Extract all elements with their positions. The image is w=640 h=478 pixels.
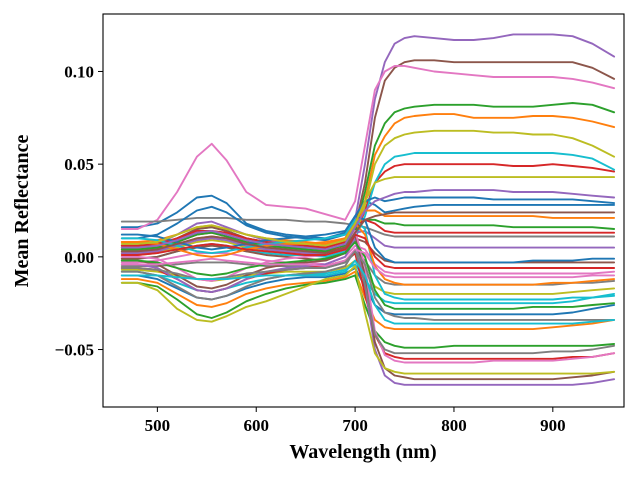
x-tick-label: 900 [540,416,566,435]
series-line-40 [120,259,616,325]
y-tick-label: −0.05 [55,341,94,360]
series-line-35 [120,189,616,251]
series-line-28 [120,248,616,355]
series-line-13 [120,218,616,253]
y-tick-label: 0.10 [64,62,94,81]
series-line-37 [120,248,616,279]
series-line-5 [120,33,616,247]
series-line-31 [120,215,616,264]
x-axis-label: Wavelength (nm) [289,441,436,463]
series-line-27 [120,229,616,364]
series-line-32 [120,222,616,286]
series-line-39 [120,176,616,247]
series-line-29 [120,265,616,375]
series-line-11 [120,196,616,242]
series-line-7 [120,64,616,230]
x-tick-label: 800 [441,416,467,435]
y-axis-label: Mean Reflectance [11,135,33,288]
x-axis: 500 600 700 800 900 [145,407,566,435]
series-line-25 [120,237,616,386]
series-line-6 [120,59,616,249]
series-line-34 [120,233,616,269]
y-tick-label: 0.00 [64,248,94,267]
plot-area [120,33,616,386]
y-axis: −0.05 0.00 0.05 0.10 [55,62,103,360]
series-line-36 [120,211,616,255]
x-tick-label: 500 [145,416,171,435]
series-line-9 [120,129,616,256]
series-line-1 [120,194,616,240]
x-tick-label: 600 [243,416,269,435]
y-tick-label: 0.05 [64,155,94,174]
series-line-33 [120,241,616,310]
x-tick-label: 700 [342,416,368,435]
series-line-8 [120,216,616,238]
axes-frame [102,13,625,408]
